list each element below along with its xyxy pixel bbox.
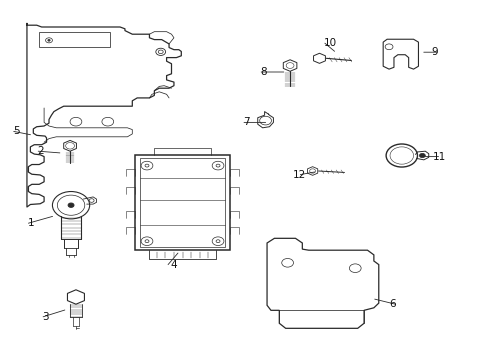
- Text: 3: 3: [42, 312, 49, 322]
- Bar: [135, 155, 230, 250]
- Text: 7: 7: [243, 117, 250, 127]
- Bar: [39, 32, 110, 47]
- Text: 11: 11: [433, 152, 446, 162]
- Circle shape: [419, 153, 425, 158]
- Circle shape: [68, 203, 74, 207]
- Text: 5: 5: [13, 126, 20, 136]
- Text: 10: 10: [324, 38, 337, 48]
- Bar: [140, 158, 225, 247]
- Text: 9: 9: [431, 47, 438, 57]
- Text: 6: 6: [390, 299, 396, 309]
- Text: 1: 1: [27, 218, 34, 228]
- Text: 12: 12: [293, 170, 306, 180]
- Text: 2: 2: [37, 146, 44, 156]
- Text: 8: 8: [260, 67, 267, 77]
- Text: 4: 4: [171, 260, 177, 270]
